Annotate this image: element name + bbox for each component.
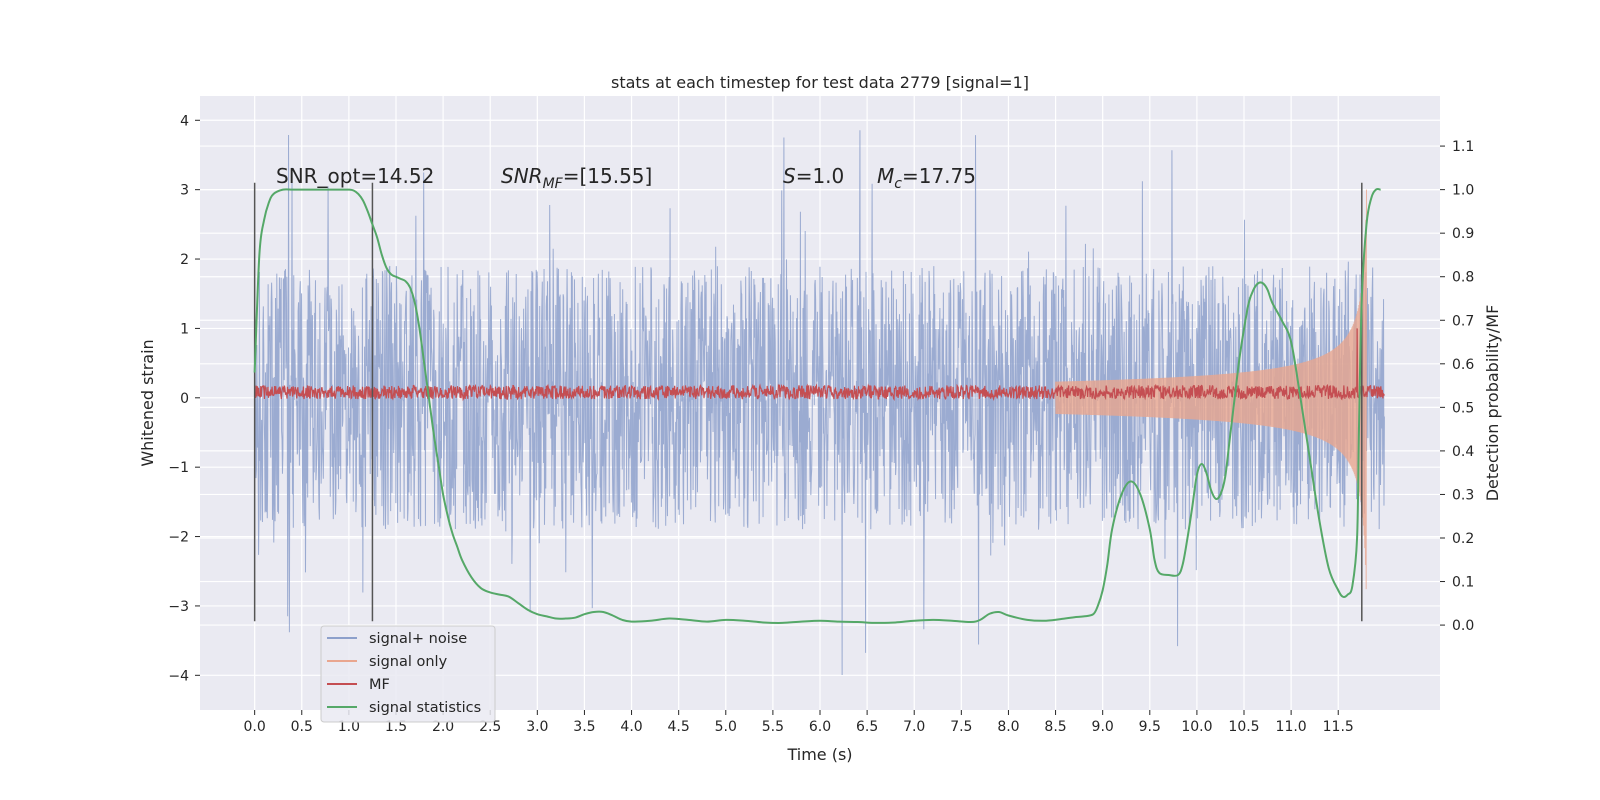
x-tick-label: 10.5 (1228, 719, 1259, 735)
left-y-tick-label: −4 (168, 668, 189, 684)
right-y-tick-label: 0.4 (1452, 444, 1474, 460)
x-tick-label: 5.0 (715, 719, 737, 735)
x-tick-label: 8.5 (1044, 719, 1066, 735)
mc-value: =17.75 (902, 164, 976, 188)
x-tick-label: 0.0 (244, 719, 266, 735)
right-y-tick-label: 0.6 (1452, 357, 1474, 373)
snr-mf-label: SNR (501, 164, 543, 188)
legend-label-signal-noise: signal+ noise (369, 631, 467, 647)
annotation-snr-mf: SNRMF=[15.55] (501, 164, 652, 192)
s-label: S (783, 164, 796, 188)
x-tick-label: 1.0 (338, 719, 360, 735)
legend-label-signal-statistics: signal statistics (369, 700, 481, 716)
plot-area (253, 130, 1385, 675)
x-tick-label: 11.5 (1323, 719, 1354, 735)
x-tick-label: 7.5 (950, 719, 972, 735)
right-y-tick-label: 0.0 (1452, 618, 1474, 634)
right-y-tick-label: 0.7 (1452, 313, 1474, 329)
x-tick-label: 3.5 (573, 719, 595, 735)
right-y-axis-label: Detection probability/MF (1483, 305, 1502, 502)
legend-box (320, 625, 496, 723)
left-y-tick-label: −1 (168, 460, 189, 476)
mf-line (254, 328, 1385, 402)
right-y-tick-label: 0.2 (1452, 531, 1474, 547)
annotation-s: S=1.0 (783, 164, 844, 188)
signal-only-line (1055, 189, 1367, 590)
right-y-tick-label: 0.5 (1452, 400, 1474, 416)
x-tick-label: 4.5 (668, 719, 690, 735)
chart-title: stats at each timestep for test data 277… (611, 73, 1029, 92)
x-tick-label: 3.0 (526, 719, 548, 735)
annotation-mc: Mc=17.75 (877, 164, 976, 192)
x-tick-label: 2.0 (432, 719, 454, 735)
x-tick-label: 7.0 (903, 719, 925, 735)
right-y-tick-label: 0.3 (1452, 487, 1474, 503)
right-y-tick-label: 0.8 (1452, 270, 1474, 286)
left-y-tick-label: −3 (168, 599, 189, 615)
x-tick-label: 9.5 (1139, 719, 1161, 735)
left-y-tick-label: 2 (180, 252, 189, 268)
legend-label-mf: MF (369, 677, 390, 693)
right-y-tick-label: 0.1 (1452, 575, 1474, 591)
x-tick-label: 11.0 (1276, 719, 1307, 735)
x-tick-label: 6.5 (856, 719, 878, 735)
right-y-tick-label: 0.9 (1452, 226, 1474, 242)
x-tick-label: 0.5 (291, 719, 313, 735)
x-axis-ticks: 0.0 0.5 1.0 1.5 2.0 2.5 3.0 3.5 4.0 4.5 5.0 5.5 6.0 6… (244, 710, 1354, 735)
mc-label: M (877, 164, 894, 188)
left-y-axis-label: Whitened strain (138, 339, 157, 466)
x-axis-label: Time (s) (786, 745, 852, 764)
left-y-tick-label: 0 (180, 391, 189, 407)
x-tick-label: 9.0 (1092, 719, 1114, 735)
x-tick-label: 10.0 (1181, 719, 1212, 735)
mc-sub: c (894, 176, 902, 192)
x-tick-label: 5.5 (762, 719, 784, 735)
snr-mf-value: =[15.55] (563, 164, 653, 188)
left-y-tick-label: 4 (180, 113, 189, 129)
legend-label-signal-only: signal only (369, 654, 448, 670)
snr-mf-sub: MF (543, 176, 564, 192)
left-y-tick-label: 3 (180, 183, 189, 199)
left-y-tick-label: −2 (168, 530, 189, 546)
right-y-tick-label: 1.0 (1452, 183, 1474, 199)
x-tick-label: 8.0 (997, 719, 1019, 735)
signal-noise-line (254, 130, 1385, 675)
signal-statistics-line (253, 187, 1381, 624)
s-value: =1.0 (796, 164, 845, 188)
left-y-axis-ticks: 4 3 2 1 0 −1 −2 −3 −4 (168, 113, 200, 684)
right-y-tick-label: 1.1 (1452, 139, 1474, 155)
x-tick-label: 1.5 (385, 719, 407, 735)
annotation-snr-opt: SNR_opt=14.52 (276, 164, 434, 188)
x-tick-label: 2.5 (479, 719, 501, 735)
x-tick-label: 6.0 (809, 719, 831, 735)
right-y-axis-ticks: 1.1 1.0 0.9 0.8 0.7 0.6 0.5 0.4 0.3 0.2 0.1 0.0 (1440, 139, 1474, 634)
left-y-tick-label: 1 (180, 321, 189, 337)
x-tick-label: 4.0 (620, 719, 642, 735)
legend: signal+ noise signal only MF signal stat… (320, 625, 496, 723)
